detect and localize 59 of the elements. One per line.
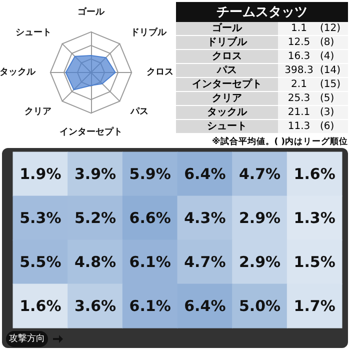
data-label: 1.6% bbox=[294, 165, 336, 183]
data-label: 6.1% bbox=[129, 253, 171, 271]
data-label: 5.0% bbox=[238, 297, 281, 315]
spoke-label: シュート bbox=[16, 28, 52, 38]
data-label: (5) bbox=[320, 92, 348, 105]
spoke-label: クロス bbox=[146, 68, 174, 78]
data-label: 398.3 bbox=[278, 64, 320, 77]
data-label: 1.6% bbox=[20, 297, 62, 315]
data-label: (8) bbox=[320, 36, 348, 49]
data-label: 5.2% bbox=[74, 209, 116, 227]
data-label: 6.4% bbox=[184, 297, 226, 315]
data-label: 5.5% bbox=[20, 253, 62, 271]
data-label: (3) bbox=[320, 106, 348, 119]
category-label: タックル bbox=[176, 106, 278, 119]
data-label: 5.9% bbox=[129, 165, 171, 183]
data-label: 2.9% bbox=[238, 253, 281, 271]
data-label: 4.3% bbox=[184, 209, 226, 227]
data-label: 6.6% bbox=[129, 209, 171, 227]
data-label: 2.9% bbox=[238, 209, 281, 227]
data-label: 6.1% bbox=[129, 297, 171, 315]
data-label: 25.3 bbox=[278, 92, 320, 105]
text: チームスタッツ bbox=[176, 2, 348, 22]
spoke-label: ドリブル bbox=[130, 27, 168, 38]
spoke-label: パス bbox=[129, 106, 148, 117]
data-label: 1.1 bbox=[278, 22, 320, 35]
category-label: パス bbox=[176, 64, 278, 77]
data-label: 3.6% bbox=[74, 297, 116, 315]
spoke-label: クリア bbox=[24, 106, 52, 117]
data-label: (15) bbox=[320, 78, 348, 91]
data-label: 6.4% bbox=[184, 165, 226, 183]
data-label: 5.3% bbox=[20, 209, 62, 227]
data-label: 16.3 bbox=[278, 50, 320, 63]
category-label: インターセプト bbox=[176, 78, 278, 91]
spoke-label: インターセプト bbox=[60, 126, 122, 138]
data-label: (6) bbox=[320, 120, 348, 133]
data-label: 12.5 bbox=[278, 36, 320, 49]
data-label: 1.3% bbox=[294, 209, 336, 227]
data-label: 4.7% bbox=[184, 253, 226, 271]
data-label: 3.9% bbox=[74, 165, 116, 183]
data-label: (4) bbox=[320, 50, 348, 63]
text: 攻撃方向 bbox=[6, 331, 48, 347]
category-label: ドリブル bbox=[176, 36, 278, 49]
category-label: ゴール bbox=[176, 22, 278, 35]
data-label: (14) bbox=[320, 64, 348, 77]
text: ※試合平均値。( )内はリーグ順位 bbox=[211, 136, 348, 148]
data-label: 4.7% bbox=[238, 165, 281, 183]
category-label: クリア bbox=[176, 92, 278, 105]
data-label: (12) bbox=[320, 22, 348, 35]
data-label: 11.3 bbox=[278, 120, 320, 133]
category-label: シュート bbox=[176, 120, 278, 133]
data-label: 1.7% bbox=[294, 297, 336, 315]
spoke-label: タックル bbox=[0, 66, 36, 78]
data-label: 4.8% bbox=[74, 253, 116, 271]
data-label: 21.1 bbox=[278, 106, 320, 119]
spoke-label: ゴール bbox=[78, 6, 106, 18]
data-label: 1.9% bbox=[20, 165, 62, 183]
data-label: 2.1 bbox=[278, 78, 320, 91]
category-label: クロス bbox=[176, 50, 278, 63]
data-label: 1.5% bbox=[294, 253, 336, 271]
